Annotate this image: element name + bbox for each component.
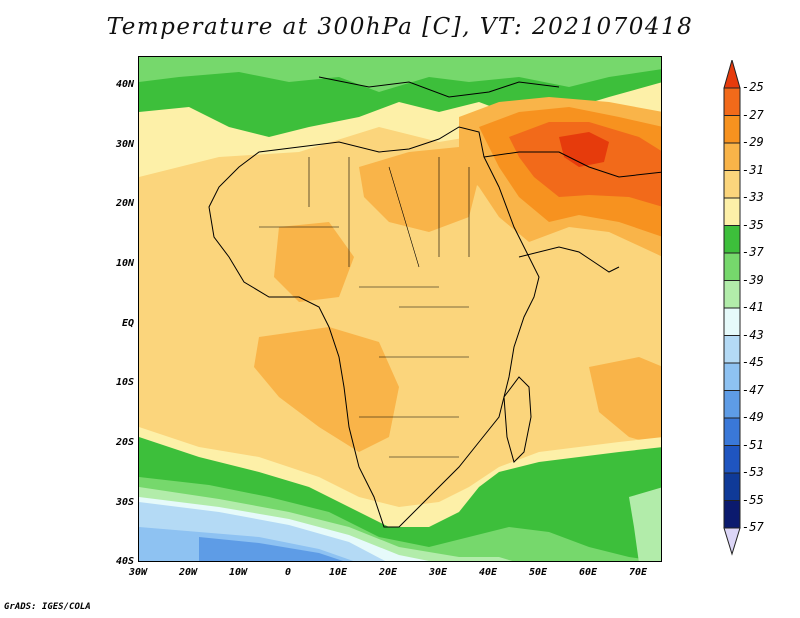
colorbar-label: -43 [742, 327, 764, 342]
colorbar-label: -49 [742, 410, 764, 424]
colorbar-box [723, 197, 741, 226]
colorbar-label: -37 [742, 245, 764, 259]
colorbar-box [723, 170, 741, 199]
colorbar-label: -53 [742, 465, 764, 479]
colorbar-label: -27 [742, 107, 764, 122]
lon-label-20e: 20E [378, 567, 398, 578]
lat-label-40n: 40N [115, 79, 134, 90]
lat-label-10s: 10S [115, 377, 134, 388]
colorbar-box [723, 417, 741, 446]
lat-label-20n: 20N [115, 198, 134, 209]
colorbar-label: -25 [742, 80, 764, 94]
lon-label-0: 0 [284, 567, 292, 578]
colorbar-box [723, 142, 741, 171]
lon-label-10w: 10W [228, 567, 248, 578]
lon-label-30e: 30E [428, 567, 448, 578]
colorbar-label: -35 [742, 217, 764, 232]
map-panel [138, 56, 662, 562]
colorbar-label: -33 [742, 190, 764, 204]
colorbar-scale [723, 60, 741, 556]
temperature-field [139, 57, 661, 561]
lat-label-eq: EQ [121, 318, 134, 329]
colorbar-label: -57 [742, 520, 764, 534]
colorbar-box [723, 390, 741, 419]
colorbar-box [723, 280, 741, 309]
colorbar-box [723, 362, 741, 391]
colorbar-box [723, 500, 741, 529]
colorbar-label: -51 [742, 437, 764, 452]
colorbar-label: -41 [742, 300, 764, 314]
colorbar-bottom-triangle [723, 527, 741, 556]
colorbar-label: -39 [742, 272, 764, 287]
colorbar-label: -45 [742, 355, 764, 369]
colorbar-box [723, 472, 741, 501]
colorbar-box [723, 115, 741, 144]
lon-label-40e: 40E [478, 567, 498, 578]
colorbar-box [723, 445, 741, 474]
lon-label-60e: 60E [578, 567, 598, 578]
footer-credit: GrADS: IGES/COLA [4, 602, 91, 612]
colorbar-label: -47 [742, 382, 764, 397]
colorbar-box [723, 335, 741, 364]
lat-label-40s: 40S [115, 556, 134, 567]
lat-label-10n: 10N [115, 258, 134, 269]
lon-label-70e: 70E [628, 567, 648, 578]
colorbar-box [723, 307, 741, 336]
colorbar-label: -55 [742, 492, 764, 507]
lat-label-20s: 20S [115, 437, 134, 448]
colorbar-box [723, 225, 741, 254]
lon-label-10e: 10E [328, 567, 348, 578]
lon-label-50e: 50E [528, 567, 548, 578]
colorbar-top-triangle [723, 60, 741, 89]
lat-label-30n: 30N [115, 139, 134, 150]
lon-label-20w: 20W [178, 567, 198, 578]
map-title: Temperature at 300hPa [C], VT: 202107041… [106, 14, 694, 40]
colorbar-label: -31 [742, 162, 764, 177]
lon-label-30w: 30W [128, 567, 148, 578]
colorbar-label: -29 [742, 135, 764, 149]
lat-label-30s: 30S [115, 497, 134, 508]
colorbar-box [723, 87, 741, 116]
colorbar-box [723, 252, 741, 281]
